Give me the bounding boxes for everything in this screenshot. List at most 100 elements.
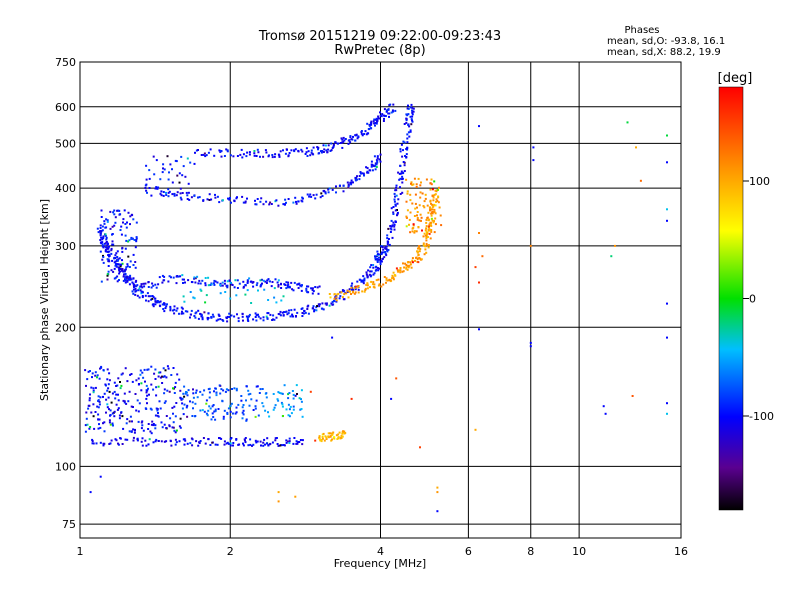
data-point bbox=[121, 415, 124, 418]
data-point bbox=[231, 388, 233, 390]
data-point bbox=[178, 181, 181, 184]
data-point bbox=[194, 402, 197, 405]
data-point bbox=[121, 268, 124, 270]
data-point bbox=[327, 148, 330, 151]
data-point bbox=[150, 194, 153, 197]
data-point bbox=[158, 276, 161, 279]
data-point bbox=[428, 225, 430, 228]
data-point bbox=[181, 174, 184, 177]
data-point bbox=[154, 414, 157, 417]
data-point bbox=[423, 232, 426, 235]
data-point bbox=[209, 407, 212, 410]
data-point bbox=[156, 300, 159, 303]
data-point bbox=[230, 281, 232, 284]
data-point bbox=[305, 287, 308, 290]
data-point bbox=[204, 277, 207, 279]
data-point bbox=[279, 444, 282, 447]
data-point bbox=[301, 312, 304, 314]
data-point bbox=[155, 186, 158, 189]
data-point bbox=[195, 149, 198, 152]
data-point bbox=[135, 285, 138, 288]
data-point bbox=[410, 118, 413, 121]
data-point bbox=[163, 302, 165, 305]
data-point bbox=[292, 289, 295, 292]
data-point bbox=[99, 441, 102, 444]
data-point bbox=[335, 434, 338, 437]
data-point bbox=[334, 296, 337, 299]
data-point bbox=[213, 390, 215, 393]
data-point bbox=[282, 149, 284, 152]
data-point bbox=[614, 244, 616, 247]
data-point bbox=[418, 204, 421, 207]
data-point bbox=[271, 281, 274, 283]
data-point bbox=[331, 301, 334, 303]
data-point bbox=[250, 398, 253, 401]
data-point bbox=[154, 303, 157, 306]
data-point bbox=[164, 369, 167, 372]
data-point bbox=[99, 230, 102, 233]
data-point bbox=[95, 442, 98, 445]
stats-heading: Phases bbox=[624, 25, 659, 36]
data-point bbox=[341, 138, 344, 141]
data-point bbox=[406, 107, 409, 110]
data-point bbox=[430, 230, 433, 233]
data-point bbox=[203, 389, 206, 392]
data-point bbox=[260, 278, 263, 281]
data-point bbox=[135, 236, 138, 239]
data-point bbox=[92, 387, 95, 390]
data-point bbox=[235, 411, 238, 414]
data-point bbox=[148, 393, 150, 396]
data-point bbox=[372, 273, 375, 276]
data-point bbox=[154, 440, 157, 443]
data-point bbox=[298, 397, 301, 400]
data-point bbox=[147, 387, 149, 390]
data-point bbox=[103, 430, 106, 433]
data-point bbox=[277, 391, 280, 394]
data-point bbox=[101, 229, 104, 232]
data-point bbox=[431, 194, 434, 197]
data-point bbox=[439, 214, 442, 217]
data-point bbox=[117, 258, 120, 261]
data-point bbox=[635, 146, 637, 149]
data-point bbox=[350, 183, 353, 186]
data-point bbox=[226, 441, 229, 444]
data-point bbox=[199, 312, 202, 315]
data-point bbox=[106, 274, 109, 277]
data-point bbox=[253, 150, 256, 152]
data-point bbox=[666, 412, 668, 415]
data-point bbox=[225, 442, 228, 445]
data-point bbox=[325, 438, 328, 440]
data-point bbox=[136, 294, 139, 297]
data-point bbox=[186, 394, 189, 397]
data-point bbox=[323, 189, 326, 192]
data-point bbox=[215, 394, 218, 397]
data-point bbox=[245, 155, 248, 158]
data-point bbox=[478, 232, 480, 234]
data-point bbox=[374, 164, 377, 167]
data-point bbox=[254, 199, 256, 202]
data-point bbox=[126, 438, 129, 441]
data-point bbox=[106, 368, 109, 371]
data-point bbox=[263, 288, 266, 291]
data-point bbox=[295, 442, 298, 445]
data-point bbox=[235, 197, 238, 200]
data-point bbox=[178, 440, 181, 443]
data-point bbox=[264, 280, 267, 283]
data-point bbox=[309, 193, 312, 196]
data-point bbox=[202, 153, 205, 156]
data-point bbox=[168, 190, 171, 193]
data-point bbox=[327, 188, 330, 191]
data-point bbox=[352, 135, 354, 138]
data-point bbox=[379, 263, 382, 266]
data-point bbox=[163, 168, 166, 171]
data-point bbox=[223, 409, 226, 412]
data-point bbox=[411, 109, 413, 112]
data-point bbox=[204, 442, 207, 445]
data-point bbox=[115, 403, 118, 406]
data-point bbox=[346, 181, 349, 184]
data-point bbox=[319, 439, 322, 442]
data-point bbox=[327, 432, 330, 435]
data-point bbox=[225, 148, 228, 151]
data-point bbox=[182, 295, 185, 298]
data-point bbox=[168, 390, 171, 393]
